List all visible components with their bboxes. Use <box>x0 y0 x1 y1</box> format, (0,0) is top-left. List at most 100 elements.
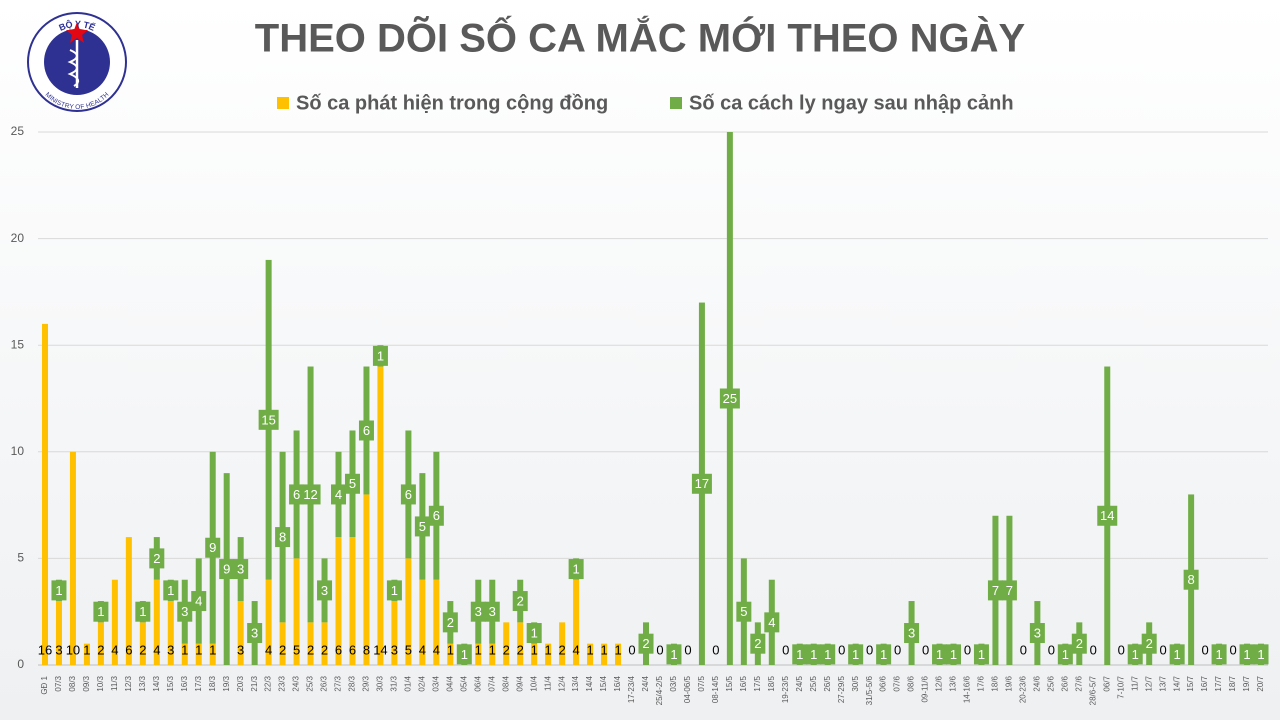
data-label: 15 <box>261 412 275 427</box>
data-label-box <box>344 473 360 494</box>
data-label: 4 <box>433 642 440 657</box>
data-label: 1 <box>489 642 496 657</box>
data-label-box <box>219 559 235 580</box>
data-label-box <box>1071 633 1087 654</box>
bar-segment <box>153 579 160 665</box>
data-label: 5 <box>349 476 356 491</box>
bar-segment <box>167 601 174 665</box>
y-tick-label: 15 <box>11 337 25 351</box>
data-label: 1 <box>1132 647 1139 662</box>
data-label-box <box>205 537 221 558</box>
x-tick-label: 31/5-5/6 <box>865 675 874 705</box>
x-tick-label: 20/7 <box>1256 675 1265 691</box>
x-tick-label: 04-06/5 <box>683 675 692 703</box>
data-label: 0 <box>1020 642 1027 657</box>
data-label: 6 <box>125 642 132 657</box>
data-label: 1 <box>531 642 538 657</box>
bar-segment <box>195 643 202 665</box>
data-label: 3 <box>237 561 244 576</box>
data-label: 6 <box>405 487 412 502</box>
data-label: 1 <box>573 561 580 576</box>
bar-segment <box>475 643 482 665</box>
data-label-box <box>876 644 892 665</box>
data-label: 8 <box>363 642 370 657</box>
data-label: 9 <box>223 561 230 576</box>
data-label-box <box>1211 644 1227 665</box>
x-tick-label: 06/7 <box>1102 675 1111 691</box>
legend-swatch <box>277 97 289 109</box>
logo-star <box>66 22 88 43</box>
data-label-box <box>973 644 989 665</box>
chart-title: THEO DÕI SỐ CA MẮC MỚI THEO NGÀY <box>255 15 1026 61</box>
x-tick-label: 28/3 <box>348 675 357 691</box>
x-tick-label: 11/7 <box>1130 675 1139 691</box>
legend-label: Số ca cách ly ngay sau nhập cảnh <box>689 92 1014 114</box>
data-label: 0 <box>628 642 635 657</box>
data-label: 3 <box>321 583 328 598</box>
data-label: 2 <box>642 636 649 651</box>
data-label: 2 <box>321 642 328 657</box>
data-label: 3 <box>391 642 398 657</box>
data-label: 0 <box>838 642 845 657</box>
x-tick-label: 16/5 <box>739 675 748 691</box>
bar-segment <box>615 643 622 665</box>
data-label: 1 <box>83 642 90 657</box>
bar-segment <box>97 622 104 665</box>
x-tick-label: 7-10/7 <box>1116 675 1125 698</box>
x-tick-label: 15/7 <box>1186 675 1195 691</box>
x-tick-label: 18/6 <box>991 675 1000 691</box>
data-label: 2 <box>517 642 524 657</box>
data-label-box <box>386 580 402 601</box>
x-tick-label: 24/3 <box>292 675 301 691</box>
x-tick-label: 19/3 <box>222 675 231 691</box>
x-tick-label: 26/3 <box>320 675 329 691</box>
x-tick-label: 17-23/4 <box>627 675 636 703</box>
data-label: 0 <box>684 642 691 657</box>
data-label: 4 <box>111 642 118 657</box>
x-tick-label: 25/5 <box>809 675 818 691</box>
bar-segment <box>419 579 426 665</box>
x-tick-label: 10/4 <box>529 675 538 691</box>
bar-segment <box>517 622 524 665</box>
x-tick-label: 25/6 <box>1046 675 1055 691</box>
x-tick-label: 13/6 <box>949 675 958 691</box>
x-tick-label: 03/5 <box>669 675 678 691</box>
data-label: 3 <box>251 625 258 640</box>
data-label-box <box>848 644 864 665</box>
data-label: 1 <box>181 642 188 657</box>
data-label: 0 <box>1090 642 1097 657</box>
x-tick-label: 09/3 <box>82 675 91 691</box>
data-label-box <box>258 409 279 430</box>
x-tick-label: 20/3 <box>236 675 245 691</box>
legend-swatch <box>670 97 682 109</box>
data-label-box <box>442 612 458 633</box>
x-tick-label: 15/4 <box>599 675 608 691</box>
x-tick-label: 14/4 <box>585 675 594 691</box>
data-label-box <box>904 623 920 644</box>
bar-segment <box>293 558 300 665</box>
data-label-box <box>1183 569 1199 590</box>
data-label: 8 <box>1188 572 1195 587</box>
data-label: 8 <box>279 530 286 545</box>
data-label-box <box>331 484 347 505</box>
x-tick-label: 18/3 <box>208 675 217 691</box>
data-label-box <box>300 484 321 505</box>
data-label: 3 <box>237 642 244 657</box>
data-label: 6 <box>335 642 342 657</box>
data-label: 1 <box>670 647 677 662</box>
x-tick-label: 12/6 <box>935 675 944 691</box>
data-label-box <box>247 623 263 644</box>
x-tick-label: 30/5 <box>851 675 860 691</box>
bar-segment <box>559 622 566 665</box>
data-label-box <box>289 484 305 505</box>
x-tick-label: 12/7 <box>1144 675 1153 691</box>
bar-segment <box>377 366 384 665</box>
bar-segment <box>349 537 356 665</box>
data-label: 1 <box>586 642 593 657</box>
y-tick-label: 20 <box>11 231 25 245</box>
x-tick-label: 14/3 <box>152 675 161 691</box>
data-label: 1 <box>796 647 803 662</box>
x-tick-label: 19-23/5 <box>781 675 790 703</box>
data-label-box <box>1127 644 1143 665</box>
